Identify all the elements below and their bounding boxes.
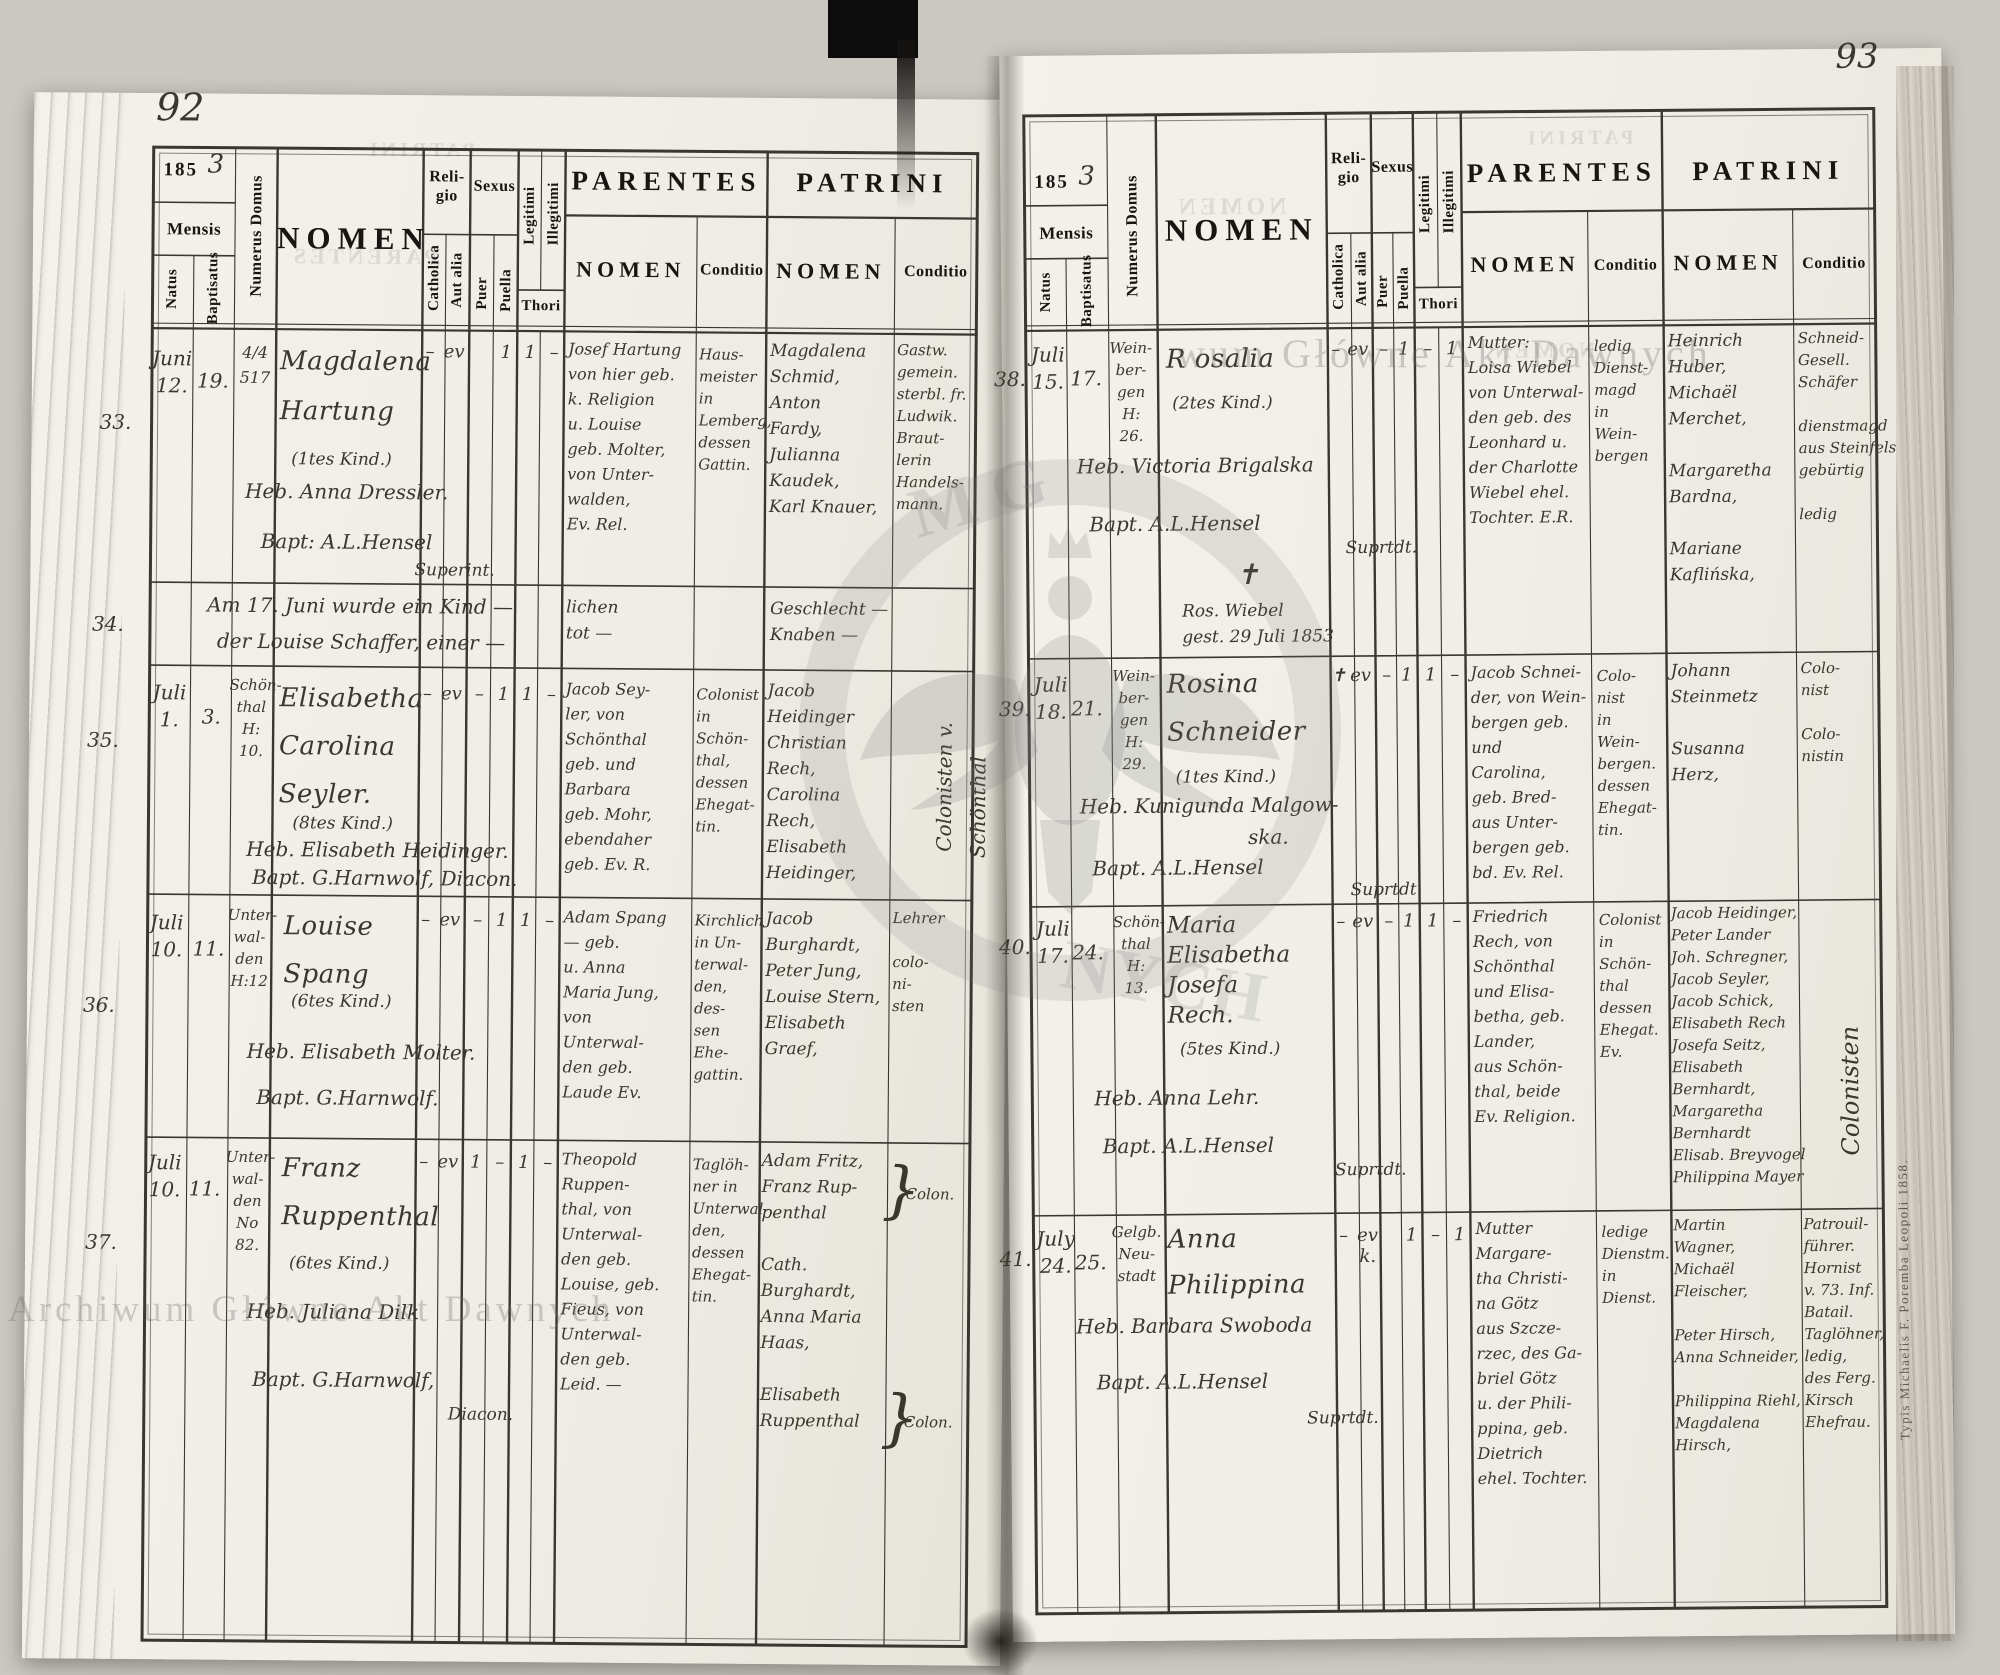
entry-40-midwife: Heb. Anna Lehr.: [1094, 1084, 1260, 1111]
header-numerus-domus: Numerus Domus: [1123, 175, 1142, 297]
archive-watermark-partial: wum Główne Akt Dawnych: [1176, 331, 1712, 376]
entry-39-godparents: Johann Steinmetz Susanna Herz,: [1670, 660, 1758, 786]
header-parentes-nomen: NOMEN: [1470, 251, 1580, 278]
entry-41-mark-illegitimi: 1: [1453, 1224, 1466, 1246]
entry-40-mark-aut-alia: ev: [1352, 910, 1374, 933]
entry-41-baptizer-title: Suprtdt.: [1307, 1407, 1379, 1429]
entry-41-mark-aut-alia: ev k.: [1357, 1224, 1379, 1268]
entry-41-child-name: Anna Philippina: [1167, 1224, 1307, 1301]
entry-41-mark-legitimi: –: [1430, 1224, 1441, 1246]
year-written-digit: 3: [1078, 161, 1095, 192]
entry-40-parents-condition: Colonist in Schön- thal dessen Ehegat. E…: [1598, 910, 1662, 1061]
entry-41-parents-condition: ledige Dienstm. in Dienst.: [1601, 1222, 1670, 1307]
bleedthrough-text: PATRINI: [1523, 126, 1634, 150]
entry-39-baptizer-title: Suprtdt.: [1350, 879, 1423, 901]
seal-ring-letters-top: M G: [901, 441, 1055, 553]
header-patrini-nomen: NOMEN: [1673, 249, 1783, 276]
entry-41-baptisatus-date: 25.: [1074, 1250, 1107, 1275]
header-catholica: Catholica: [1330, 243, 1347, 310]
entry-41-natus-date: July 24.: [1036, 1226, 1075, 1278]
entry-38-baptisatus-date: 17.: [1070, 366, 1103, 391]
entry-41-parents: Mutter Margare- tha Christi- na Götz aus…: [1475, 1218, 1588, 1489]
page-number-right: 93: [1835, 36, 1879, 77]
header-parentes: PARENTES: [1466, 156, 1657, 189]
header-patrini: PATRINI: [1692, 154, 1845, 187]
entry-40-side-note: Colonisten: [1835, 1025, 1865, 1156]
entry-39-godparents-condition: Colo- nist Colo- nistin: [1800, 658, 1845, 766]
entry-40-mark-illegitimi: –: [1452, 910, 1462, 932]
entry-41-midwife: Heb. Barbara Swoboda: [1076, 1312, 1313, 1339]
entry-38-natus-date: Juli 15.: [1030, 342, 1065, 394]
entry-38-child-note: (2tes Kind.): [1172, 392, 1273, 414]
entry-41-mark-puella: 1: [1405, 1224, 1418, 1246]
header-mensis: Mensis: [1039, 223, 1094, 243]
entry-40-child-note: (5tes Kind.): [1179, 1038, 1281, 1060]
book-gutter-shadow: [985, 56, 1025, 1675]
bleedthrough-text: NOMEN: [1174, 193, 1287, 221]
header-aut-alia: Aut alia: [1353, 250, 1370, 307]
archive-watermark: Archiwum Główne Akt Dawnych: [8, 1289, 615, 1330]
year-printed: 185: [1034, 171, 1069, 193]
entry-41-godparents: Martin Wagner, Michaël Fleischer, Peter …: [1673, 1215, 1801, 1455]
header-puer: Puer: [1374, 274, 1391, 308]
entry-39-mark-aut-alia: ev: [1350, 664, 1372, 687]
header-patrini-conditio: Conditio: [1802, 254, 1866, 273]
gutter-ink-blotch: [962, 1608, 1038, 1675]
entry-41-baptizer: Bapt. A.L.Hensel: [1096, 1368, 1269, 1395]
entry-39-mark-legitimi: 1: [1424, 664, 1437, 686]
archive-eagle-seal: M G NYCH: [799, 441, 1341, 1030]
page-edge-stack-right: [1896, 66, 1954, 1641]
header-baptisatus: Baptisatus: [1078, 254, 1096, 328]
entry-40-mark-legitimi: 1: [1426, 910, 1439, 932]
binding-strip: [897, 40, 915, 210]
entry-38-baptizer-title: Suprtdt.: [1345, 537, 1418, 559]
header-illegitimi: Illegitimi: [1440, 169, 1458, 234]
header-sexus: Sexus: [1371, 158, 1414, 176]
entry-40-baptizer-title: Suprtdt.: [1334, 1159, 1407, 1181]
header-natus: Natus: [1037, 272, 1054, 313]
header-puella: Puella: [1395, 266, 1412, 310]
entry-40-baptizer: Bapt. A.L.Hensel: [1102, 1132, 1275, 1159]
entry-40-parents: Friedrich Rech, von Schönthal und Elisa-…: [1472, 906, 1576, 1127]
entry-39-parents-condition: Colo- nist in Wein- bergen. dessen Ehega…: [1596, 666, 1658, 839]
entry-39-mark-puella: 1: [1400, 664, 1413, 686]
header-parentes-conditio: Conditio: [1593, 256, 1658, 274]
entry-41-house-number: Gelgb. Neu- stadt: [1111, 1222, 1162, 1286]
entry-40-godparents: Jacob Heidinger, Peter Lander Joh. Schre…: [1670, 903, 1806, 1187]
entry-39-parents: Jacob Schnei- der, von Wein- bergen geb.…: [1470, 662, 1587, 883]
header-religio: Reli- gio: [1330, 149, 1367, 187]
entry-39-mark-illegitimi: –: [1450, 664, 1460, 686]
header-thori: Thori: [1418, 296, 1459, 313]
entry-40-mark-puella: 1: [1402, 910, 1415, 932]
header-legitimi: Legitimi: [1416, 174, 1434, 234]
